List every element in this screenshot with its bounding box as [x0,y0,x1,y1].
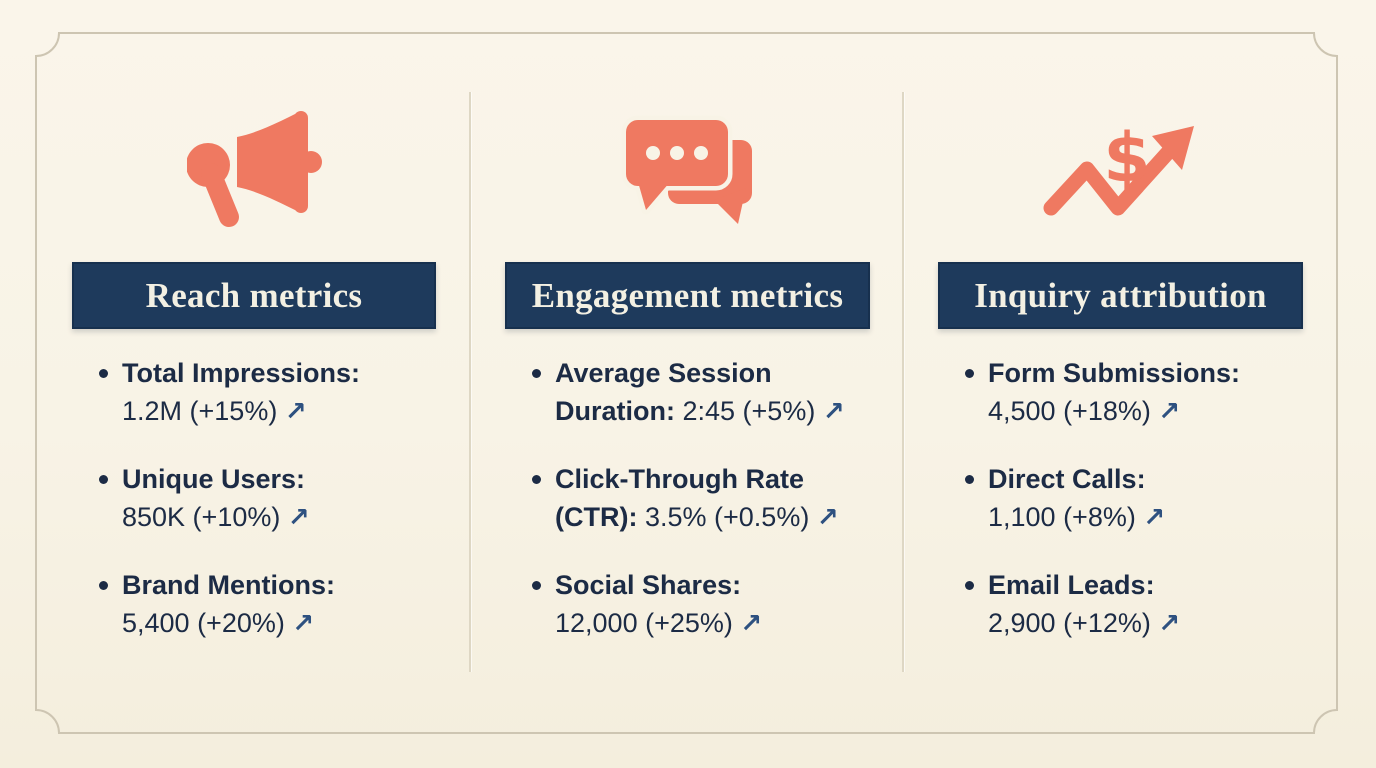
metric-value: 1.2M (+15%) [122,396,278,426]
metric-line: 1.2M (+15%) ↗ [122,392,436,431]
trend-up-arrow-icon: ↗ [822,397,845,427]
metric-item: Unique Users: 850K (+10%) ↗ [72,460,436,537]
bullet-dot [99,369,108,378]
metric-value: 2:45 (+5%) [682,396,816,426]
svg-text:$: $ [1103,119,1150,198]
column-inquiry-attribution: $ Inquiry attribution Form Submissions: 4… [938,92,1303,677]
metric-line: 5,400 (+20%) ↗ [122,604,436,643]
metric-value: 1,100 (+8%) [988,502,1136,532]
bullet-dot [965,475,974,484]
metric-value: 12,000 (+25%) [555,608,733,638]
metrics-list: Total Impressions: 1.2M (+15%) ↗ Unique Us… [72,354,436,672]
trend-up-arrow-icon: ↗ [287,503,310,533]
metric-value: 850K (+10%) [122,502,281,532]
metric-item: Social Shares: 12,000 (+25%) ↗ [505,566,870,643]
metric-line: Social Shares: [555,566,870,604]
metric-label: Direct Calls: [988,464,1146,494]
metric-item: Click-Through Rate (CTR): 3.5% (+0.5%) ↗ [505,460,870,537]
metric-line: Average Session [555,354,870,392]
metric-line: 4,500 (+18%) ↗ [988,392,1303,431]
metric-label: Duration: [555,396,675,426]
metric-item: Brand Mentions: 5,400 (+20%) ↗ [72,566,436,643]
metric-label: Average Session [555,358,772,388]
metric-line: Total Impressions: [122,354,436,392]
metrics-list: Average Session Duration: 2:45 (+5%) ↗ Cli… [505,354,870,672]
metric-label: (CTR): [555,502,638,532]
column-header-label: Reach metrics [145,275,363,315]
metric-label: Total Impressions: [122,358,361,388]
metric-item: Average Session Duration: 2:45 (+5%) ↗ [505,354,870,431]
metric-value: 2,900 (+12%) [988,608,1151,638]
metric-label: Social Shares: [555,570,742,600]
metric-item: Direct Calls: 1,100 (+8%) ↗ [938,460,1303,537]
metric-line: Email Leads: [988,566,1303,604]
metric-label: Email Leads: [988,570,1155,600]
metric-value: 4,500 (+18%) [988,396,1151,426]
trend-up-arrow-icon: ↗ [816,503,839,533]
column-reach-metrics: Reach metrics Total Impressions: 1.2M (+1… [72,92,436,677]
metric-line: Duration: 2:45 (+5%) ↗ [555,392,870,431]
metric-line: Form Submissions: [988,354,1303,392]
dollar-trend-icon: $ [938,92,1303,247]
column-engagement-metrics: Engagement metrics Average Session Durati… [505,92,870,677]
column-header: Inquiry attribution [938,262,1303,329]
metric-label: Brand Mentions: [122,570,335,600]
bullet-dot [532,369,541,378]
metric-line: 2,900 (+12%) ↗ [988,604,1303,643]
bullet-dot [99,581,108,590]
metric-line: 850K (+10%) ↗ [122,498,436,537]
column-header-label: Engagement metrics [531,275,844,315]
trend-up-arrow-icon: ↗ [284,397,307,427]
metric-line: Direct Calls: [988,460,1303,498]
trend-up-arrow-icon: ↗ [292,609,315,639]
bullet-dot [99,475,108,484]
metric-value: 5,400 (+20%) [122,608,285,638]
column-header: Reach metrics [72,262,436,329]
bullet-dot [532,581,541,590]
column-divider [469,92,471,672]
column-divider [902,92,904,672]
megaphone-icon [72,92,436,247]
metric-label: Click-Through Rate [555,464,805,494]
trend-up-arrow-icon: ↗ [1143,503,1166,533]
bullet-dot [532,475,541,484]
chat-bubbles-icon [505,92,870,247]
bullet-dot [965,369,974,378]
metric-value: 3.5% (+0.5%) [644,502,810,532]
column-header: Engagement metrics [505,262,870,329]
metrics-list: Form Submissions: 4,500 (+18%) ↗ Direct Ca… [938,354,1303,672]
metric-item: Form Submissions: 4,500 (+18%) ↗ [938,354,1303,431]
metric-line: 12,000 (+25%) ↗ [555,604,870,643]
metric-label: Unique Users: [122,464,306,494]
metric-item: Email Leads: 2,900 (+12%) ↗ [938,566,1303,643]
metric-line: Click-Through Rate [555,460,870,498]
metric-line: 1,100 (+8%) ↗ [988,498,1303,537]
metric-label: Form Submissions: [988,358,1241,388]
bullet-dot [965,581,974,590]
metric-line: Unique Users: [122,460,436,498]
metric-item: Total Impressions: 1.2M (+15%) ↗ [72,354,436,431]
trend-up-arrow-icon: ↗ [1158,609,1181,639]
column-header-label: Inquiry attribution [974,275,1267,315]
trend-up-arrow-icon: ↗ [1158,397,1181,427]
trend-up-arrow-icon: ↗ [740,609,763,639]
metric-line: Brand Mentions: [122,566,436,604]
metric-line: (CTR): 3.5% (+0.5%) ↗ [555,498,870,537]
